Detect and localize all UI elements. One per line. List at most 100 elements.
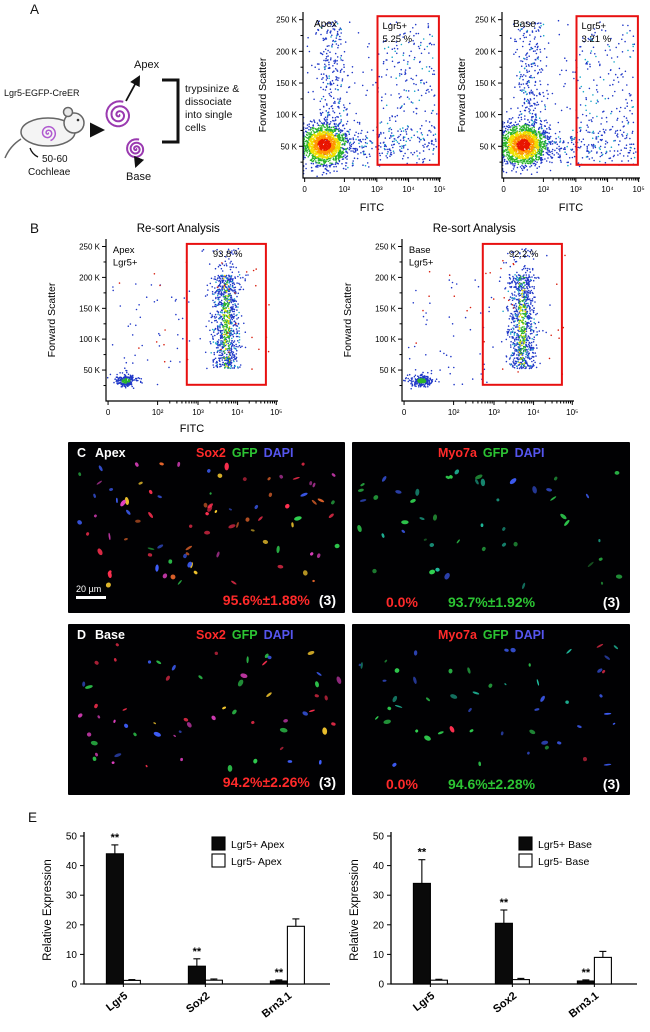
svg-text:0: 0: [402, 408, 407, 417]
svg-text:200 K: 200 K: [79, 273, 101, 282]
svg-text:**: **: [193, 946, 202, 958]
mouse-icon: [4, 106, 85, 159]
arrow-to-apex-icon: [125, 75, 141, 102]
scale-bar-label: 20 µm: [76, 584, 102, 594]
svg-text:10⁵: 10⁵: [270, 408, 282, 417]
svg-text:Forward Scatter: Forward Scatter: [46, 282, 58, 357]
region-label-base: Base: [95, 628, 125, 642]
stat-gfp-pct: 94.6%±2.28%: [448, 776, 536, 792]
resort-plot-base: Re-sort Analysis 250 K 200 K 150 K 100 K 50 K…: [338, 219, 590, 442]
svg-text:Lgr5- Apex: Lgr5- Apex: [231, 856, 283, 868]
svg-text:20: 20: [66, 920, 78, 931]
svg-text:0: 0: [106, 408, 111, 417]
cochleae-count-label: Cochleae: [28, 167, 71, 178]
process-text-2: dissociate: [185, 96, 232, 108]
apex-label: Apex: [134, 59, 160, 71]
fluorescence-cells: [357, 469, 623, 590]
svg-text:10⁵: 10⁵: [434, 185, 446, 194]
svg-text:10²: 10²: [152, 408, 164, 417]
svg-text:**: **: [418, 847, 427, 859]
svg-text:Lgr5+: Lgr5+: [113, 258, 138, 269]
arrow-to-base-icon: [133, 156, 145, 169]
svg-text:0: 0: [71, 980, 77, 991]
svg-text:10⁴: 10⁴: [402, 185, 415, 194]
stat-sox2-pct: 95.6%±1.88%: [222, 592, 310, 608]
svg-text:10⁵: 10⁵: [566, 408, 578, 417]
svg-text:150 K: 150 K: [276, 79, 298, 88]
svg-text:50 K: 50 K: [380, 366, 397, 375]
stain-dapi: DAPI: [263, 446, 294, 460]
svg-text:10²: 10²: [339, 185, 351, 194]
svg-text:Lgr5+ Apex: Lgr5+ Apex: [231, 839, 285, 851]
stain-dapi: DAPI: [514, 446, 545, 460]
svg-text:5.25 %: 5.25 %: [383, 34, 413, 45]
svg-text:250 K: 250 K: [475, 16, 497, 25]
svg-text:40: 40: [373, 861, 385, 872]
base-label: Base: [126, 171, 151, 183]
stain-dapi: DAPI: [263, 628, 294, 642]
scale-bar: 20 µm: [76, 584, 106, 599]
scale-bar-line: [76, 596, 106, 599]
svg-text:**: **: [500, 897, 509, 909]
svg-text:150 K: 150 K: [375, 304, 397, 313]
stain-gfp: GFP: [482, 628, 509, 642]
svg-text:FITC: FITC: [180, 423, 204, 435]
svg-text:Sox2: Sox2: [184, 990, 212, 1016]
svg-text:0: 0: [501, 185, 506, 194]
micro-image-apex-myo7a: Myo7a GFP DAPI 0.0% 93.7%±1.92% (3): [352, 442, 630, 613]
svg-text:10²: 10²: [538, 185, 550, 194]
svg-text:Relative Expression: Relative Expression: [42, 859, 54, 961]
stain-dapi: DAPI: [514, 628, 545, 642]
micro-image-apex-sox2: C Apex Sox2 GFP DAPI 20 µm 95.6%±1.88% (…: [68, 442, 345, 613]
resort-plot-apex: Re-sort Analysis 250 K 200 K 150 K 100 K 50 K…: [42, 219, 294, 442]
stain-sox2: Sox2: [196, 628, 226, 642]
svg-text:3.21 %: 3.21 %: [582, 34, 612, 45]
construct-label: Lgr5-EGFP-CreER: [4, 88, 80, 98]
svg-text:Lgr5+: Lgr5+: [383, 21, 408, 32]
svg-text:**: **: [111, 832, 120, 844]
svg-text:50 K: 50 K: [480, 142, 497, 151]
svg-text:20: 20: [373, 920, 385, 931]
fluorescence-cells: [358, 643, 619, 767]
svg-text:Lgr5- Base: Lgr5- Base: [538, 856, 590, 868]
svg-text:10⁴: 10⁴: [601, 185, 614, 194]
svg-text:Forward Scatter: Forward Scatter: [456, 57, 468, 132]
svg-text:0: 0: [378, 980, 384, 991]
process-text-1: trypsinize &: [185, 83, 239, 95]
process-text-3: into single: [185, 109, 232, 121]
squiggle-icon: [29, 147, 39, 158]
stat-myo7a-pct: 0.0%: [386, 594, 418, 610]
svg-text:10²: 10²: [448, 408, 460, 417]
micro-image-base-myo7a: Myo7a GFP DAPI 0.0% 94.6%±2.28% (3): [352, 624, 630, 795]
svg-text:0: 0: [302, 185, 307, 194]
svg-text:Forward Scatter: Forward Scatter: [257, 57, 269, 132]
svg-text:50: 50: [373, 832, 385, 843]
svg-text:FITC: FITC: [360, 202, 384, 214]
gate-rect: [575, 15, 639, 166]
svg-text:**: **: [582, 967, 591, 979]
mouse-schematic: Lgr5-EGFP-CreER Apex Base trypsinize & d…: [4, 59, 239, 183]
svg-text:Re-sort Analysis: Re-sort Analysis: [433, 223, 516, 235]
svg-text:Sox2: Sox2: [491, 990, 519, 1016]
cochleae-count: 50-60: [42, 154, 68, 165]
svg-text:Apex: Apex: [314, 19, 337, 30]
svg-text:Lgr5: Lgr5: [104, 990, 130, 1014]
flow-plot-apex-sort: 250 K 200 K 150 K 100 K 50 K 0 10² 10³ 10⁴ 10⁵ For…: [253, 4, 449, 221]
panel-b-label: B: [30, 221, 40, 236]
stat-n: (3): [602, 776, 620, 792]
svg-text:Lgr5: Lgr5: [411, 990, 437, 1014]
stain-myo7a: Myo7a: [438, 446, 477, 460]
svg-text:Forward Scatter: Forward Scatter: [342, 282, 354, 357]
gate-rect: [481, 242, 563, 386]
svg-text:Brn3.1: Brn3.1: [260, 990, 294, 1021]
panel-c-label: C: [77, 446, 87, 460]
stain-myo7a: Myo7a: [438, 628, 477, 642]
stain-gfp: GFP: [231, 446, 258, 460]
svg-text:10³: 10³: [570, 185, 582, 194]
svg-text:40: 40: [66, 861, 78, 872]
panel-a-label: A: [30, 2, 40, 17]
stat-n: (3): [602, 594, 620, 610]
svg-text:150 K: 150 K: [79, 304, 101, 313]
stain-gfp: GFP: [231, 628, 258, 642]
